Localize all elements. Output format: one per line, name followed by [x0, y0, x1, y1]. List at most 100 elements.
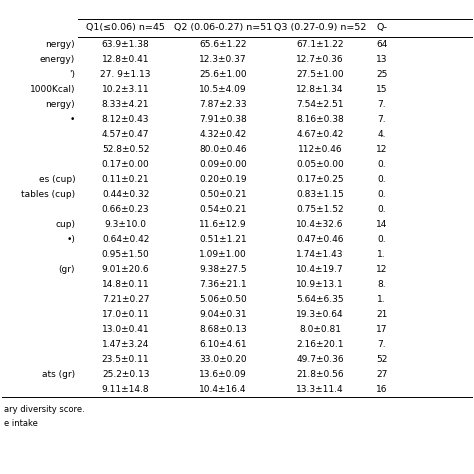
Text: 0.50±0.21: 0.50±0.21	[199, 190, 246, 199]
Text: 7.: 7.	[377, 100, 386, 109]
Text: 27: 27	[376, 370, 387, 379]
Text: 6.10±4.61: 6.10±4.61	[199, 340, 246, 349]
Text: 10.9±13.1: 10.9±13.1	[296, 280, 344, 289]
Text: 0.64±0.42: 0.64±0.42	[102, 235, 149, 244]
Text: 13.0±0.41: 13.0±0.41	[102, 325, 149, 334]
Text: 1.74±1.43: 1.74±1.43	[296, 250, 344, 259]
Text: 1.: 1.	[377, 250, 386, 259]
Text: 0.83±1.15: 0.83±1.15	[296, 190, 344, 199]
Text: Q2 (0.06-0.27) n=51: Q2 (0.06-0.27) n=51	[173, 22, 272, 31]
Text: 64: 64	[376, 40, 387, 49]
Text: tables (cup): tables (cup)	[21, 190, 75, 199]
Text: 52.8±0.52: 52.8±0.52	[102, 145, 149, 154]
Text: 0.: 0.	[377, 235, 386, 244]
Text: 4.: 4.	[377, 130, 386, 139]
Text: ary diversity score.: ary diversity score.	[4, 404, 85, 413]
Text: 0.17±0.00: 0.17±0.00	[102, 160, 149, 169]
Text: 8.: 8.	[377, 280, 386, 289]
Text: 65.6±1.22: 65.6±1.22	[199, 40, 246, 49]
Text: 10.5±4.09: 10.5±4.09	[199, 85, 246, 94]
Text: e intake: e intake	[4, 419, 38, 428]
Text: 0.: 0.	[377, 160, 386, 169]
Text: 0.: 0.	[377, 190, 386, 199]
Text: energy): energy)	[40, 55, 75, 64]
Text: 12.8±1.34: 12.8±1.34	[296, 85, 344, 94]
Text: 49.7±0.36: 49.7±0.36	[296, 355, 344, 364]
Text: 7.: 7.	[377, 340, 386, 349]
Text: 0.51±1.21: 0.51±1.21	[199, 235, 246, 244]
Text: 0.17±0.25: 0.17±0.25	[296, 175, 344, 184]
Text: 9.38±27.5: 9.38±27.5	[199, 265, 246, 274]
Text: 0.: 0.	[377, 175, 386, 184]
Text: 1.: 1.	[377, 295, 386, 304]
Text: 10.4±32.6: 10.4±32.6	[296, 220, 344, 229]
Text: 27.5±1.00: 27.5±1.00	[296, 70, 344, 79]
Text: •: •	[70, 115, 75, 124]
Text: 13: 13	[376, 55, 387, 64]
Text: 0.11±0.21: 0.11±0.21	[102, 175, 149, 184]
Text: 17: 17	[376, 325, 387, 334]
Text: 10.4±16.4: 10.4±16.4	[199, 385, 246, 394]
Text: 12.3±0.37: 12.3±0.37	[199, 55, 246, 64]
Text: 4.57±0.47: 4.57±0.47	[102, 130, 149, 139]
Text: Q-: Q-	[376, 22, 387, 31]
Text: 27. 9±1.13: 27. 9±1.13	[100, 70, 151, 79]
Text: 13.3±11.4: 13.3±11.4	[296, 385, 344, 394]
Text: 7.21±0.27: 7.21±0.27	[102, 295, 149, 304]
Text: 25.2±0.13: 25.2±0.13	[102, 370, 149, 379]
Text: 1.09±1.00: 1.09±1.00	[199, 250, 246, 259]
Text: 0.20±0.19: 0.20±0.19	[199, 175, 246, 184]
Text: nergy): nergy)	[46, 100, 75, 109]
Text: 17.0±0.11: 17.0±0.11	[102, 310, 149, 319]
Text: 19.3±0.64: 19.3±0.64	[296, 310, 344, 319]
Text: 9.04±0.31: 9.04±0.31	[199, 310, 246, 319]
Text: '): ')	[69, 70, 75, 79]
Text: 1000Kcal): 1000Kcal)	[30, 85, 75, 94]
Text: 63.9±1.38: 63.9±1.38	[102, 40, 149, 49]
Text: 8.33±4.21: 8.33±4.21	[102, 100, 149, 109]
Text: 12.7±0.36: 12.7±0.36	[296, 55, 344, 64]
Text: 7.91±0.38: 7.91±0.38	[199, 115, 246, 124]
Text: 0.47±0.46: 0.47±0.46	[296, 235, 344, 244]
Text: Q1(≤0.06) n=45: Q1(≤0.06) n=45	[86, 22, 165, 31]
Text: 80.0±0.46: 80.0±0.46	[199, 145, 246, 154]
Text: 11.6±12.9: 11.6±12.9	[199, 220, 246, 229]
Text: 8.0±0.81: 8.0±0.81	[299, 325, 341, 334]
Text: 0.: 0.	[377, 205, 386, 214]
Text: 0.75±1.52: 0.75±1.52	[296, 205, 344, 214]
Text: •): •)	[66, 235, 75, 244]
Text: 15: 15	[376, 85, 387, 94]
Text: 7.54±2.51: 7.54±2.51	[296, 100, 344, 109]
Text: 8.16±0.38: 8.16±0.38	[296, 115, 344, 124]
Text: 5.06±0.50: 5.06±0.50	[199, 295, 246, 304]
Text: 10.4±19.7: 10.4±19.7	[296, 265, 344, 274]
Text: 16: 16	[376, 385, 387, 394]
Text: 1.47±3.24: 1.47±3.24	[102, 340, 149, 349]
Text: 25.6±1.00: 25.6±1.00	[199, 70, 246, 79]
Text: 2.16±20.1: 2.16±20.1	[296, 340, 344, 349]
Text: 14.8±0.11: 14.8±0.11	[102, 280, 149, 289]
Text: (gr): (gr)	[59, 265, 75, 274]
Text: 8.12±0.43: 8.12±0.43	[102, 115, 149, 124]
Text: 21.8±0.56: 21.8±0.56	[296, 370, 344, 379]
Text: 0.09±0.00: 0.09±0.00	[199, 160, 246, 169]
Text: 0.05±0.00: 0.05±0.00	[296, 160, 344, 169]
Text: 33.0±0.20: 33.0±0.20	[199, 355, 246, 364]
Text: 25: 25	[376, 70, 387, 79]
Text: es (cup): es (cup)	[38, 175, 75, 184]
Text: nergy): nergy)	[46, 40, 75, 49]
Text: 52: 52	[376, 355, 387, 364]
Text: 4.32±0.42: 4.32±0.42	[199, 130, 246, 139]
Text: 12: 12	[376, 145, 387, 154]
Text: 23.5±0.11: 23.5±0.11	[102, 355, 149, 364]
Text: 9.01±20.6: 9.01±20.6	[102, 265, 149, 274]
Text: Q3 (0.27-0.9) n=52: Q3 (0.27-0.9) n=52	[274, 22, 366, 31]
Text: 0.95±1.50: 0.95±1.50	[102, 250, 149, 259]
Text: 4.67±0.42: 4.67±0.42	[296, 130, 344, 139]
Text: 0.44±0.32: 0.44±0.32	[102, 190, 149, 199]
Text: 7.36±21.1: 7.36±21.1	[199, 280, 246, 289]
Text: 10.2±3.11: 10.2±3.11	[102, 85, 149, 94]
Text: 112±0.46: 112±0.46	[298, 145, 342, 154]
Text: 9.3±10.0: 9.3±10.0	[105, 220, 146, 229]
Text: 7.87±2.33: 7.87±2.33	[199, 100, 246, 109]
